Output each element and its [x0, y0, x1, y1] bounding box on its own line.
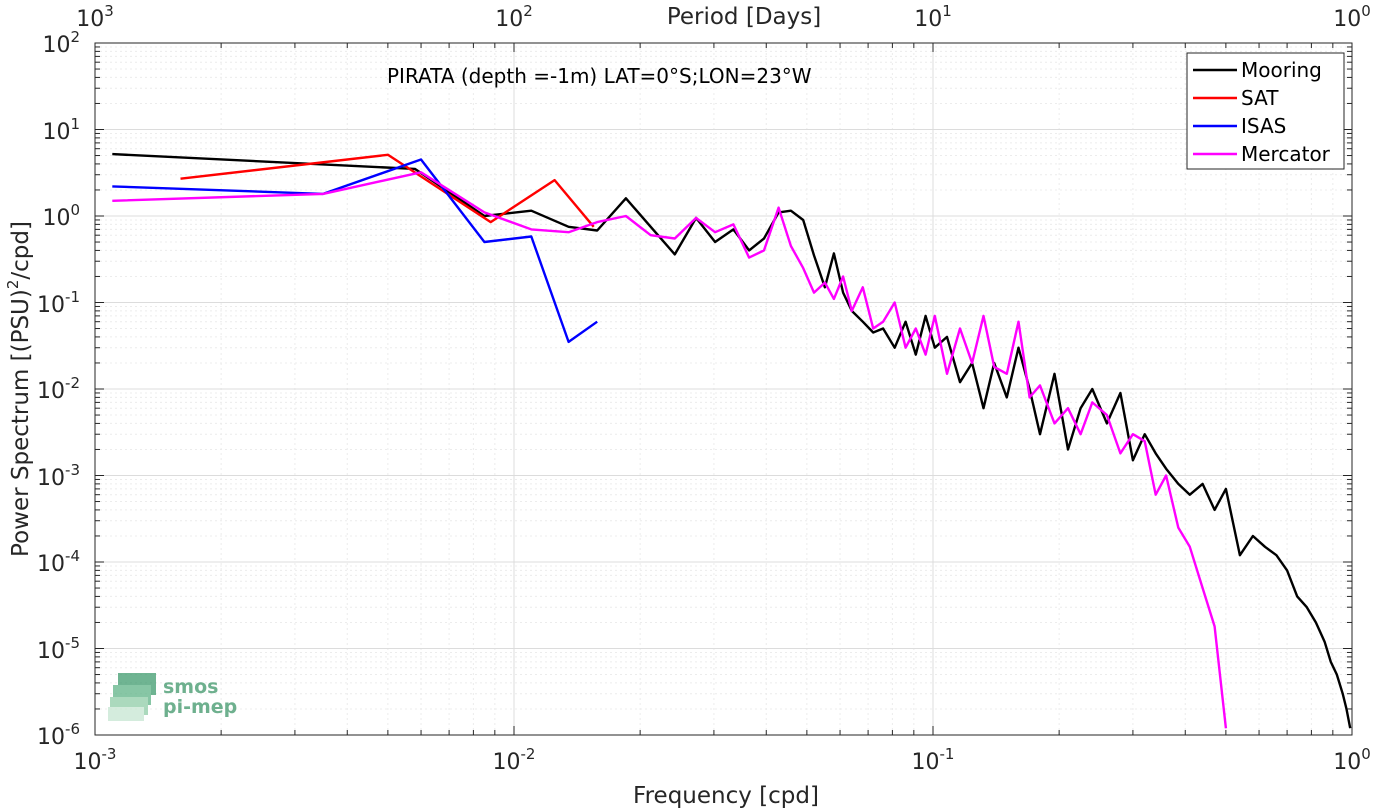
- x-tick-label: 10-1: [912, 745, 955, 775]
- y-tick-label: 102: [42, 28, 80, 58]
- smos-pi-mep-logo: smos pi-mep: [108, 673, 237, 721]
- x-axis-title: Frequency [cpd]: [633, 783, 819, 809]
- y-tick-label: 10-4: [37, 547, 80, 577]
- y-tick-label: 101: [42, 115, 80, 145]
- y-tick-label: 10-6: [37, 720, 80, 750]
- legend-label-mercator: Mercator: [1241, 142, 1331, 166]
- legend: Mooring SAT ISAS Mercator: [1186, 52, 1345, 170]
- x-tick-label: 10-2: [493, 745, 536, 775]
- top-tick-labels: 103 102 101 100: [76, 2, 1371, 32]
- series-layer: [112, 152, 1352, 729]
- y-tick-labels: 102 101 100 10-1 10-2 10-3 10-4 10-5 10-…: [37, 28, 80, 750]
- top-tick-label: 101: [914, 2, 952, 32]
- logo-line2: pi-mep: [163, 696, 237, 718]
- series-line-sat: [180, 153, 595, 228]
- chart-annotation: PIRATA (depth =-1m) LAT=0°S;LON=23°W: [387, 64, 812, 88]
- y-tick-label: 10-2: [37, 374, 80, 404]
- y-axis-title: Power Spectrum [(PSU)2/cpd]: [4, 221, 34, 557]
- x-tick-label: 100: [1333, 745, 1371, 775]
- top-tick-label: 100: [1333, 2, 1371, 32]
- top-axis-title: Period [Days]: [667, 4, 821, 30]
- logo-mark-icon: [108, 673, 156, 721]
- top-tick-label: 103: [76, 2, 114, 32]
- y-tick-label: 10-3: [37, 461, 80, 491]
- series-line-mercator: [112, 171, 1228, 729]
- legend-label-sat: SAT: [1241, 86, 1279, 110]
- x-tick-labels: 10-3 10-2 10-1 100: [74, 745, 1371, 775]
- legend-label-mooring: Mooring: [1241, 58, 1322, 82]
- y-tick-label: 10-1: [37, 288, 80, 318]
- axis-ticks: [94, 43, 1352, 736]
- legend-label-isas: ISAS: [1241, 114, 1286, 138]
- logo-line1: smos: [163, 676, 218, 698]
- x-tick-label: 10-3: [74, 745, 117, 775]
- series-line-mooring: [112, 152, 1352, 729]
- y-tick-label: 100: [42, 201, 80, 231]
- top-tick-label: 102: [495, 2, 533, 32]
- y-tick-label: 10-5: [37, 634, 80, 664]
- legend-box: [1186, 52, 1345, 170]
